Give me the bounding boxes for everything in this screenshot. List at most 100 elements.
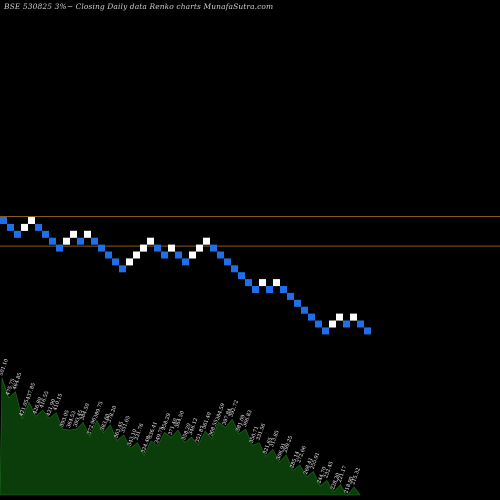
volume-label: 358.29 — [161, 413, 173, 431]
volume-label: 331.56 — [255, 423, 267, 441]
renko-brick-down — [238, 272, 245, 280]
renko-brick-down — [301, 306, 308, 314]
chart-title: BSE 530825 3%~ Closing Daily data Renko … — [4, 2, 274, 11]
renko-brick-up — [259, 279, 266, 287]
volume-label: 397.84 — [222, 408, 234, 426]
volume-label: 324.48 — [140, 436, 152, 454]
renko-brick-up — [126, 258, 133, 266]
volume-area-layer — [0, 377, 361, 497]
renko-brick-down — [112, 258, 119, 266]
renko-brick-down — [266, 286, 273, 293]
volume-area — [0, 377, 361, 497]
renko-brick-up — [147, 237, 154, 245]
renko-brick-down — [343, 320, 350, 328]
renko-brick-down — [231, 265, 238, 273]
volume-label: 384.59 — [215, 403, 227, 421]
renko-brick-up — [133, 251, 140, 259]
volume-label: 331.76 — [134, 423, 146, 441]
renko-brick-down — [42, 230, 49, 238]
renko-brick-down — [357, 320, 364, 328]
volume-label: 410.15 — [52, 393, 64, 411]
renko-brick-down — [294, 299, 301, 307]
renko-brick-up — [84, 230, 91, 238]
renko-brick-down — [224, 258, 231, 266]
renko-brick-down — [315, 320, 322, 328]
renko-brick-up — [63, 237, 70, 245]
volume-label: 501.10 — [0, 358, 10, 376]
renko-brick-down — [98, 244, 105, 252]
renko-brick-up — [273, 279, 280, 287]
volume-label: 255.91 — [310, 452, 322, 470]
volume-label: 350.71 — [249, 426, 261, 444]
volume-label: 464.85 — [12, 372, 24, 390]
renko-brick-down — [322, 327, 329, 335]
renko-brick-down — [308, 313, 315, 321]
volume-label: 306.91 — [276, 442, 288, 460]
volume-label: 475.75 — [5, 378, 17, 396]
renko-brick-down — [210, 244, 217, 252]
volume-label: 389.75 — [93, 401, 105, 419]
renko-brick-down — [182, 258, 189, 266]
renko-brick-down — [14, 230, 21, 238]
renko-brick-down — [217, 251, 224, 259]
volume-label: 299.25 — [283, 435, 295, 453]
renko-brick-down — [161, 251, 168, 259]
volume-label: 285.14 — [289, 451, 301, 469]
renko-brick-down — [252, 286, 259, 293]
renko-brick-up — [168, 244, 175, 252]
renko-brick-up — [350, 313, 357, 321]
volume-label: 384.50 — [79, 403, 91, 421]
reference-lines-layer — [0, 216, 500, 247]
renko-brick-down — [49, 237, 56, 245]
renko-brick-up — [140, 244, 147, 252]
volume-label: 361.40 — [201, 411, 213, 429]
volume-label: 393.45 — [73, 409, 85, 427]
renko-bricks-layer — [0, 217, 371, 335]
renko-brick-up — [189, 251, 196, 259]
renko-brick-up — [203, 237, 210, 245]
volume-label: 321.65 — [262, 437, 274, 455]
renko-brick-down — [105, 251, 112, 259]
volume-label: 364.50 — [174, 410, 186, 428]
renko-brick-down — [280, 286, 287, 293]
volume-label: 437.85 — [25, 382, 37, 400]
volume-label: 364.53 — [66, 410, 78, 428]
volume-label: 215.32 — [350, 467, 362, 485]
renko-brick-down — [154, 244, 161, 252]
volume-label: 244.70 — [316, 466, 328, 484]
renko-brick-down — [287, 292, 294, 300]
volume-label: 416.55 — [39, 390, 51, 408]
volume-label: 272.66 — [296, 445, 308, 463]
renko-brick-up — [329, 320, 336, 328]
volume-label: 381.09 — [235, 414, 247, 432]
renko-brick-down — [364, 327, 371, 335]
volume-label: 363.45 — [113, 421, 125, 439]
renko-brick-up — [336, 313, 343, 321]
volume-label: 351.87 — [195, 425, 207, 443]
volume-label: 336.41 — [147, 421, 159, 439]
renko-brick-down — [91, 237, 98, 245]
volume-label: 268.41 — [303, 457, 315, 475]
renko-brick-down — [56, 244, 63, 252]
volume-label: 232.45 — [323, 461, 335, 479]
volume-label: 346.12 — [188, 417, 200, 435]
volume-label: 383.60 — [100, 413, 112, 431]
volume-label: 313.85 — [269, 430, 281, 448]
renko-brick-down — [0, 217, 7, 224]
renko-brick-down — [119, 265, 126, 273]
renko-brick-up — [70, 230, 77, 238]
renko-brick-up — [196, 244, 203, 252]
renko-brick-down — [7, 223, 14, 231]
volume-label: 366.83 — [242, 409, 254, 427]
volume-label: 368.55 — [208, 419, 220, 437]
volume-label: 421.05 — [19, 399, 31, 417]
volume-label: 358.20 — [181, 423, 193, 441]
volume-label: 343.10 — [127, 428, 139, 446]
volume-label: 349.75 — [154, 426, 166, 444]
volume-label: 421.90 — [46, 398, 58, 416]
volume-label: 228.30 — [330, 472, 342, 490]
volume-label: 392.72 — [228, 400, 240, 418]
volume-label: 221.17 — [337, 465, 349, 483]
